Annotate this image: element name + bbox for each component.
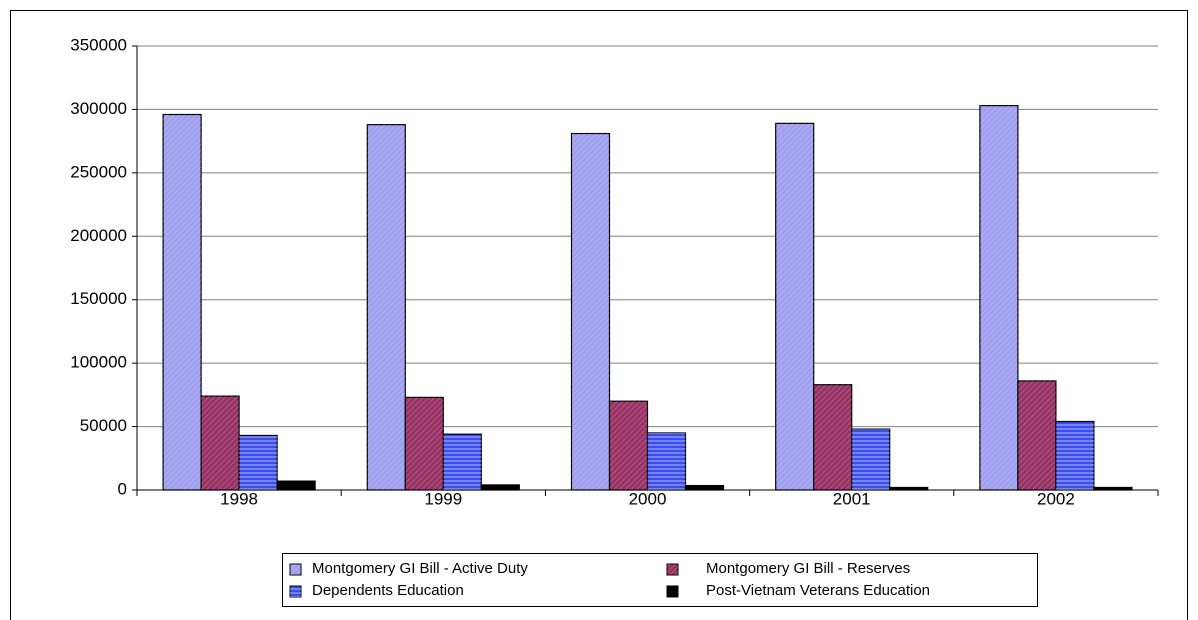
- y-tick-label: 300000: [70, 99, 127, 118]
- legend-box: [282, 553, 1038, 607]
- legend-swatch-pattern: [290, 586, 301, 597]
- bar-pattern: [367, 124, 406, 490]
- y-tick-label: 150000: [70, 289, 127, 308]
- bar-pattern: [647, 432, 686, 490]
- bar-pattern: [775, 123, 814, 490]
- bar-pattern: [201, 396, 240, 490]
- bar-pattern: [1017, 380, 1056, 490]
- bar-pattern: [979, 105, 1018, 490]
- legend-label: Montgomery GI Bill - Reserves: [706, 560, 910, 577]
- bar-pattern: [813, 384, 852, 490]
- legend: Montgomery GI Bill - Active Duty Montgome…: [282, 553, 1038, 607]
- y-tick-label: 100000: [70, 353, 127, 372]
- y-tick-label: 200000: [70, 226, 127, 245]
- y-tick-label: 0: [118, 479, 127, 498]
- x-tick-label: 1999: [424, 489, 462, 508]
- legend-swatch: [666, 585, 679, 598]
- x-tick-label: 2002: [1037, 489, 1075, 508]
- bar-pattern: [405, 397, 444, 490]
- x-tick-label: 2001: [833, 489, 871, 508]
- legend-swatch-pattern: [667, 564, 678, 575]
- legend-label: Dependents Education: [312, 582, 464, 599]
- bar: [684, 484, 725, 491]
- legend-label: Post-Vietnam Veterans Education: [706, 582, 930, 599]
- bar: [480, 484, 520, 491]
- legend-label: Montgomery GI Bill - Active Duty: [312, 560, 528, 577]
- bar-pattern: [443, 434, 482, 490]
- bar-pattern: [571, 133, 610, 490]
- y-tick-label: 250000: [70, 162, 127, 181]
- x-tick-label: 1998: [220, 489, 258, 508]
- legend-swatch-pattern: [290, 564, 301, 575]
- bar: [276, 480, 316, 491]
- y-tick-label: 350000: [70, 35, 127, 54]
- bar-pattern: [239, 435, 278, 490]
- bar-pattern: [1055, 421, 1094, 490]
- bar-pattern: [609, 401, 648, 490]
- y-tick-label: 50000: [80, 416, 127, 435]
- bar-pattern: [851, 429, 890, 490]
- bar-pattern: [163, 114, 202, 490]
- x-tick-label: 2000: [629, 489, 667, 508]
